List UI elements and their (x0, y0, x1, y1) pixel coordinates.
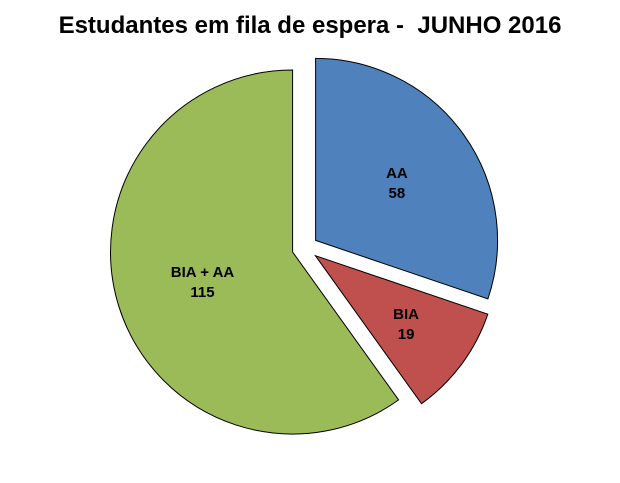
slice-label-name: BIA (393, 306, 419, 323)
slice-label-name: AA (386, 165, 408, 182)
slice-label-name: BIA + AA (171, 264, 235, 281)
chart-title: Estudantes em fila de espera - JUNHO 201… (58, 12, 562, 39)
slice-label-value: 115 (190, 284, 214, 301)
pie-slice-bia-aa (110, 69, 400, 435)
pie-slice-bia (314, 254, 489, 405)
pie-chart: AA 58 BIA 19 BIA + AA 115 (110, 57, 499, 435)
slice-label-value: 58 (389, 185, 406, 202)
pie-slice-aa (315, 57, 499, 300)
slice-label-value: 19 (398, 326, 415, 343)
